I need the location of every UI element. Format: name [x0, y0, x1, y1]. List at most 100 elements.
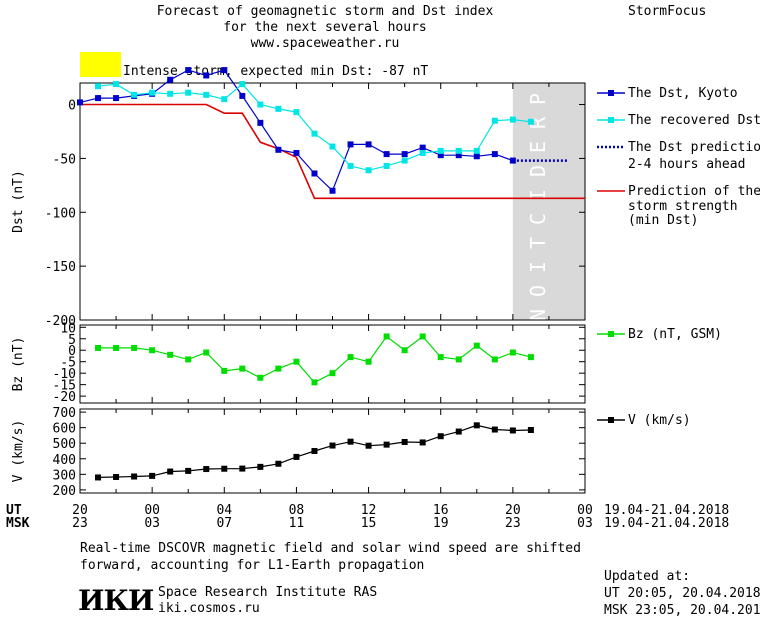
data-point — [293, 453, 300, 460]
data-point — [329, 143, 336, 150]
y-axis-label: V (km/s) — [11, 420, 26, 483]
data-point — [185, 356, 192, 363]
panel-frame — [79, 324, 586, 404]
title-line-2: for the next several hours — [223, 20, 427, 35]
data-point — [473, 147, 480, 154]
legend-line-dst-recovered-marker — [608, 117, 614, 123]
y-tick-label: 200 — [53, 484, 76, 499]
series-line-0-1 — [97, 83, 531, 171]
data-point — [95, 344, 102, 351]
data-point — [509, 349, 516, 356]
y-tick-label: 0 — [68, 99, 76, 114]
footer-note-1: Real-time DSCOVR magnetic field and sola… — [80, 541, 581, 556]
msk-tick-label: 03 — [144, 516, 160, 531]
data-point — [473, 422, 480, 429]
data-point — [275, 105, 282, 112]
data-point — [455, 147, 462, 154]
data-point — [527, 354, 534, 361]
data-point — [293, 109, 300, 116]
data-point — [419, 144, 426, 151]
data-point — [149, 89, 156, 96]
data-point — [113, 344, 120, 351]
data-point — [293, 358, 300, 365]
data-point — [383, 162, 390, 169]
legend-storm-2: storm strength — [628, 199, 738, 214]
data-point — [365, 358, 372, 365]
data-point — [113, 473, 120, 480]
legend-dst-kyoto: The Dst, Kyoto — [628, 86, 738, 101]
legend-storm-1: Prediction of the — [628, 184, 760, 199]
data-point — [185, 467, 192, 474]
data-point — [221, 96, 228, 103]
y-tick-label: -15 — [53, 379, 76, 394]
ut-tick-label: 20 — [72, 503, 88, 518]
ut-tick-label: 12 — [361, 503, 377, 518]
prediction-band-letter: N — [526, 309, 550, 321]
series-line-0-3 — [80, 103, 585, 200]
data-point — [131, 344, 138, 351]
data-point — [437, 433, 444, 440]
ut-tick-label: 04 — [216, 503, 232, 518]
storm-alert-text: Intense storm, expected min Dst: -87 nT — [123, 64, 429, 79]
data-point — [239, 365, 246, 372]
legend-dst-prediction-2: 2-4 hours ahead — [628, 157, 746, 172]
data-point — [293, 150, 300, 157]
updated-msk: MSK 23:05, 20.04.2018 — [604, 603, 760, 618]
prediction-band-letter: P — [526, 93, 550, 105]
data-point — [167, 351, 174, 358]
data-point — [419, 439, 426, 446]
data-point — [185, 89, 192, 96]
data-point — [383, 151, 390, 158]
data-point — [347, 354, 354, 361]
prediction-band-letter: E — [526, 141, 550, 153]
panel-frame — [79, 408, 586, 494]
legend-line-bz-marker — [608, 331, 614, 337]
data-point — [419, 150, 426, 157]
msk-axis-label: MSK — [6, 516, 30, 531]
data-point — [329, 187, 336, 194]
data-point — [365, 167, 372, 174]
data-point — [491, 151, 498, 158]
ut-axis-label: UT — [6, 503, 22, 518]
data-point — [383, 441, 390, 448]
y-tick-label: 700 — [53, 406, 76, 421]
updated-label: Updated at: — [604, 569, 691, 584]
msk-tick-label: 03 — [577, 516, 593, 531]
data-point — [95, 95, 102, 102]
msk-date-range: 19.04-21.04.2018 — [604, 516, 730, 531]
ut-tick-label: 08 — [289, 503, 305, 518]
institute-name: Space Research Institute RAS — [158, 585, 378, 600]
data-point — [257, 101, 264, 108]
data-point — [167, 468, 174, 475]
legend-dst-prediction-1: The Dst prediction — [628, 140, 760, 155]
prediction-band-letter: T — [526, 237, 550, 249]
data-point — [311, 379, 318, 386]
y-tick-label: -10 — [53, 367, 76, 382]
institute-site[interactable]: iki.cosmos.ru — [158, 601, 260, 616]
data-point — [257, 119, 264, 126]
y-axis-label: Bz (nT) — [11, 337, 26, 392]
prediction-band-letter: D — [526, 165, 550, 177]
data-point — [509, 157, 516, 164]
ut-tick-label: 16 — [433, 503, 449, 518]
msk-tick-label: 19 — [433, 516, 449, 531]
data-point — [401, 438, 408, 445]
data-point — [401, 347, 408, 354]
msk-tick-label: 07 — [216, 516, 232, 531]
data-point — [491, 117, 498, 124]
data-point — [329, 442, 336, 449]
data-point — [239, 465, 246, 472]
msk-tick-label: 15 — [361, 516, 377, 531]
data-point — [329, 370, 336, 377]
data-point — [203, 72, 210, 79]
ut-tick-label: 00 — [577, 503, 593, 518]
legend-bz: Bz (nT, GSM) — [628, 327, 722, 342]
data-point — [167, 90, 174, 97]
legend-storm-3: (min Dst) — [628, 213, 699, 228]
data-point — [437, 152, 444, 159]
y-tick-label: 300 — [53, 468, 76, 483]
legend-line-v-marker — [608, 417, 614, 423]
y-tick-label: 400 — [53, 453, 76, 468]
iki-logo: ИКИ — [78, 584, 154, 617]
